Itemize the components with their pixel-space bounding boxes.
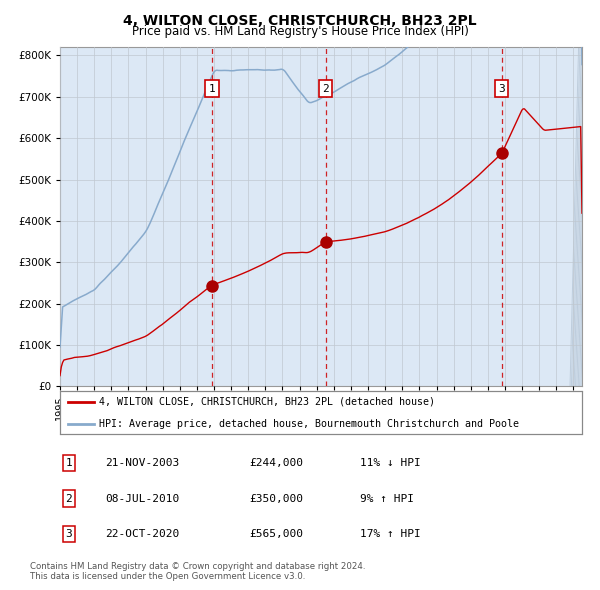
Text: 4, WILTON CLOSE, CHRISTCHURCH, BH23 2PL (detached house): 4, WILTON CLOSE, CHRISTCHURCH, BH23 2PL …	[99, 397, 435, 407]
Text: 21-NOV-2003: 21-NOV-2003	[105, 458, 179, 468]
Text: 2: 2	[322, 84, 329, 94]
Text: £565,000: £565,000	[249, 529, 303, 539]
Text: 1: 1	[65, 458, 73, 468]
Text: £244,000: £244,000	[249, 458, 303, 468]
Bar	[570, 47, 582, 386]
Text: Contains HM Land Registry data © Crown copyright and database right 2024.: Contains HM Land Registry data © Crown c…	[30, 562, 365, 571]
Text: £350,000: £350,000	[249, 494, 303, 503]
Text: HPI: Average price, detached house, Bournemouth Christchurch and Poole: HPI: Average price, detached house, Bour…	[99, 419, 519, 430]
Text: 3: 3	[499, 84, 505, 94]
Text: 1: 1	[209, 84, 215, 94]
Text: 17% ↑ HPI: 17% ↑ HPI	[360, 529, 421, 539]
Text: 2: 2	[65, 494, 73, 503]
Text: Price paid vs. HM Land Registry's House Price Index (HPI): Price paid vs. HM Land Registry's House …	[131, 25, 469, 38]
Text: 4, WILTON CLOSE, CHRISTCHURCH, BH23 2PL: 4, WILTON CLOSE, CHRISTCHURCH, BH23 2PL	[123, 14, 477, 28]
Text: This data is licensed under the Open Government Licence v3.0.: This data is licensed under the Open Gov…	[30, 572, 305, 581]
Text: 11% ↓ HPI: 11% ↓ HPI	[360, 458, 421, 468]
Text: 22-OCT-2020: 22-OCT-2020	[105, 529, 179, 539]
Text: 9% ↑ HPI: 9% ↑ HPI	[360, 494, 414, 503]
Text: 08-JUL-2010: 08-JUL-2010	[105, 494, 179, 503]
Text: 3: 3	[65, 529, 73, 539]
